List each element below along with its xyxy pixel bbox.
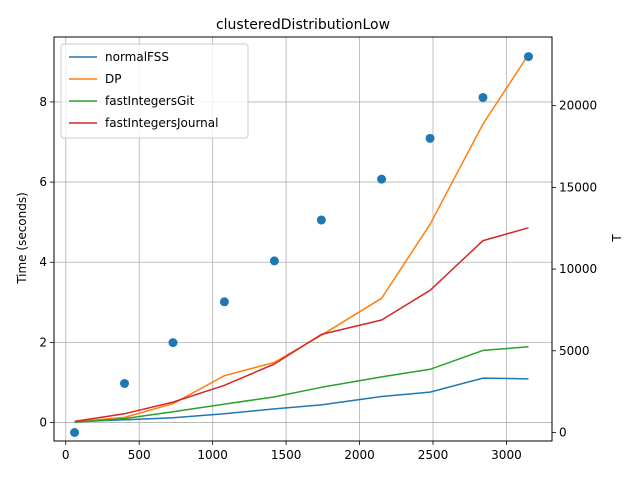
y2-tick-label: 5000 — [559, 344, 590, 358]
scatter-point — [316, 215, 326, 225]
legend-label: normalFSS — [105, 50, 169, 64]
legend-label: fastIntegersGit — [105, 94, 195, 108]
x-tick-label: 2500 — [418, 448, 449, 462]
y2-tick-label: 20000 — [559, 99, 597, 113]
chart-title: clusteredDistributionLow — [216, 17, 390, 33]
scatter-point — [120, 378, 130, 388]
y-axis-right: 0 5000 10000 15000 20000 — [552, 99, 597, 440]
y2-tick-label: 10000 — [559, 262, 597, 276]
series-line — [74, 377, 529, 423]
y2-axis-title: T — [610, 234, 624, 243]
scatter-point — [70, 428, 80, 438]
series-lines — [74, 54, 530, 423]
scatter-point — [269, 256, 279, 266]
plot-frame — [53, 36, 553, 442]
y-tick-label: 4 — [39, 255, 47, 269]
series-line — [74, 346, 529, 423]
y-tick-label: 8 — [39, 95, 47, 109]
legend-label: DP — [105, 72, 121, 86]
y2-tick-label: 0 — [559, 426, 567, 440]
series-line — [74, 227, 529, 423]
x-tick-label: 2000 — [344, 448, 375, 462]
scatter-point — [425, 133, 435, 143]
x-tick-label: 0 — [62, 448, 70, 462]
x-axis: 0 500 1000 1500 2000 2500 3000 — [62, 441, 522, 462]
legend: normalFSS DP fastIntegersGit fastIntegersJo… — [60, 43, 249, 139]
scatter-points — [70, 52, 533, 438]
scatter-point — [523, 52, 533, 62]
y-axis-title: Time (seconds) — [15, 192, 29, 285]
legend-label: fastIntegersJournal — [105, 116, 218, 130]
y2-tick-label: 15000 — [559, 180, 597, 194]
y-tick-label: 0 — [39, 416, 47, 430]
scatter-point — [219, 297, 229, 307]
y-tick-label: 2 — [39, 335, 47, 349]
scatter-point — [168, 338, 178, 348]
x-tick-label: 3000 — [491, 448, 522, 462]
x-tick-label: 500 — [128, 448, 151, 462]
scatter-point — [377, 174, 387, 184]
x-tick-label: 1500 — [271, 448, 302, 462]
y-axis-left: 0 2 4 6 8 — [39, 95, 54, 430]
x-tick-label: 1000 — [197, 448, 228, 462]
y-tick-label: 6 — [39, 175, 47, 189]
scatter-point — [478, 92, 488, 102]
legend-box — [60, 43, 249, 139]
